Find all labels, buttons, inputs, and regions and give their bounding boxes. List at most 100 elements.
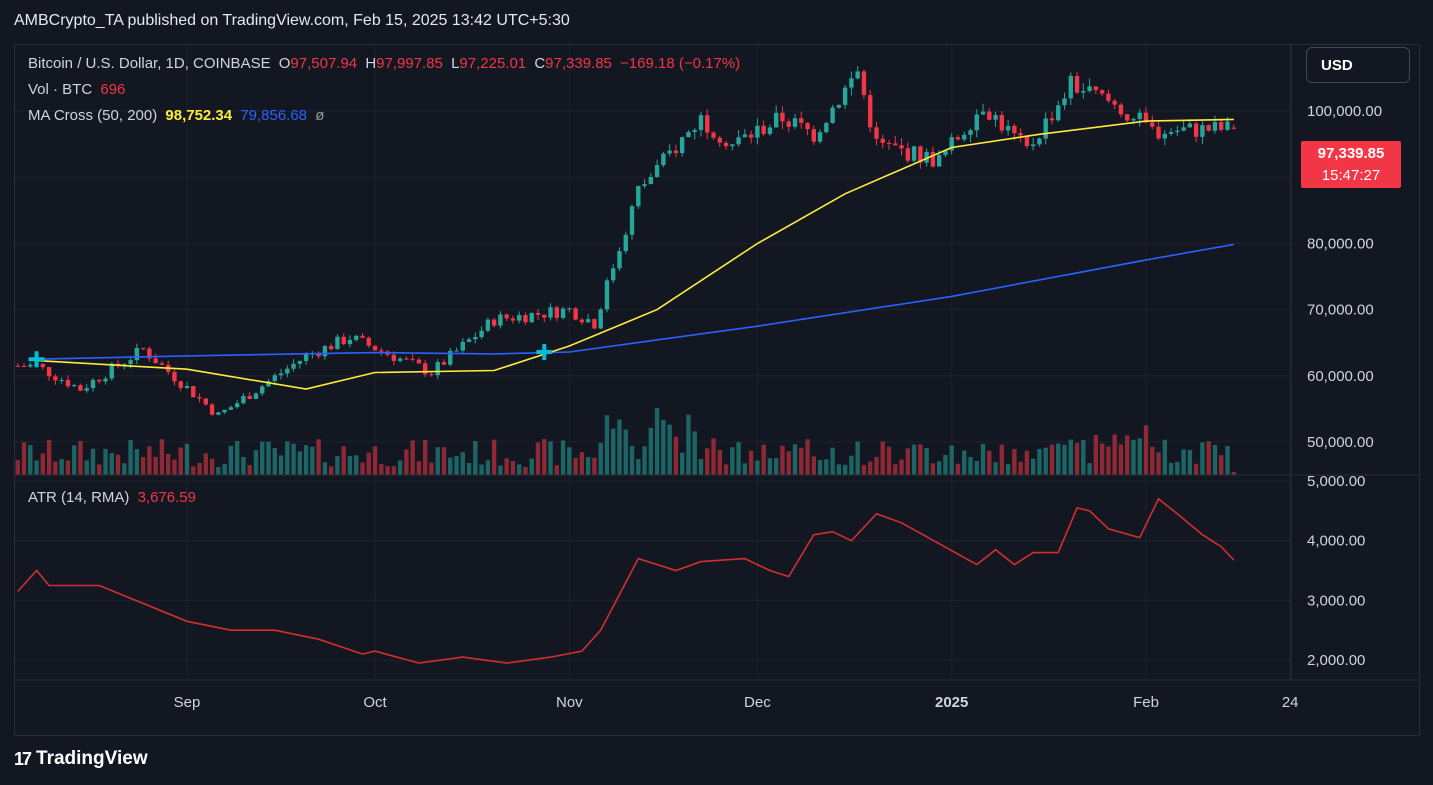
- volume-bar: [924, 448, 929, 475]
- candle-body: [222, 409, 227, 413]
- volume-bar: [197, 462, 202, 475]
- volume-bar: [222, 463, 227, 475]
- volume-bar: [723, 464, 729, 475]
- candle-body: [548, 307, 553, 318]
- candle-body: [59, 380, 64, 382]
- price-axis-tick: 80,000.00: [1307, 235, 1374, 252]
- candle-body: [347, 339, 353, 345]
- legend-close-label: C: [534, 55, 546, 72]
- volume-bar: [253, 450, 259, 475]
- volume-bar: [128, 439, 133, 475]
- candle-body: [761, 125, 766, 134]
- volume-bar: [191, 466, 196, 475]
- candle-body: [673, 150, 679, 154]
- candle-body: [535, 312, 541, 315]
- candle-body: [999, 114, 1005, 131]
- legend-ma50: 98,752.34: [165, 107, 233, 124]
- chart-canvas[interactable]: 100,000.0090,000.0080,000.0070,000.0060,…: [15, 45, 1419, 735]
- candle-body: [272, 375, 277, 382]
- candle-body: [291, 363, 296, 369]
- candle-body: [1200, 125, 1205, 137]
- volume-bar: [936, 461, 942, 475]
- candle-body: [1081, 90, 1086, 93]
- chart-panel[interactable]: 100,000.0090,000.0080,000.0070,000.0060,…: [14, 44, 1420, 736]
- volume-bar: [140, 456, 146, 475]
- tradingview-logo[interactable]: 17 TradingView: [14, 748, 148, 770]
- candle-body: [1024, 135, 1030, 147]
- candle-body: [830, 107, 835, 123]
- candle-body: [40, 363, 46, 368]
- volume-bar: [667, 424, 672, 475]
- volume-bar: [429, 462, 434, 475]
- atr-axis-tick: 3,000.00: [1307, 592, 1365, 609]
- legend-high-label: H: [365, 55, 377, 72]
- volume-bar: [1005, 464, 1011, 475]
- volume-bar: [1181, 449, 1186, 475]
- candle-body: [322, 345, 328, 357]
- candle-body: [53, 376, 58, 381]
- atr-axis-tick: 5,000.00: [1307, 473, 1365, 490]
- candle-body: [435, 362, 440, 376]
- volume-bar: [491, 439, 497, 475]
- candle-body: [905, 148, 911, 161]
- volume-bar: [422, 439, 428, 475]
- volume-bar: [297, 451, 303, 475]
- legend-close: 97,339.85: [545, 55, 612, 72]
- legend-atr: ATR (14, RMA) 3,676.59: [28, 489, 200, 506]
- volume-bar: [1156, 452, 1161, 475]
- volume-bar: [535, 442, 541, 475]
- candle-body: [128, 360, 133, 365]
- candle-body: [748, 134, 754, 138]
- candle-body: [266, 381, 271, 387]
- candle-body: [1212, 122, 1218, 131]
- volume-bar: [260, 441, 265, 475]
- volume-bar: [585, 457, 591, 475]
- candle-body: [71, 385, 77, 387]
- volume-bar: [799, 447, 804, 475]
- candle-body: [1106, 93, 1111, 101]
- volume-bar: [623, 429, 628, 475]
- candle-body: [542, 314, 547, 318]
- candle-body: [454, 350, 459, 352]
- volume-bar: [968, 457, 973, 475]
- atr-line: [17, 497, 1235, 664]
- candle-body: [153, 358, 158, 364]
- volume-bar: [911, 444, 917, 475]
- volume-bar: [203, 453, 208, 475]
- candle-body: [197, 397, 202, 399]
- candle-body: [629, 206, 635, 235]
- volume-bar: [648, 427, 654, 475]
- volume-bar: [930, 463, 936, 475]
- volume-bar: [1137, 438, 1142, 475]
- legend-open: 97,507.94: [290, 55, 358, 72]
- candle-body: [886, 142, 892, 144]
- candle-body: [742, 134, 748, 138]
- volume-bar: [999, 444, 1005, 475]
- cross-icon: [28, 351, 45, 368]
- candle-body: [1219, 122, 1224, 130]
- volume-bar: [679, 452, 685, 475]
- candle-body: [1187, 123, 1193, 128]
- price-axis-tick: 50,000.00: [1307, 434, 1374, 451]
- volume-bar: [529, 458, 534, 475]
- candle-body: [711, 132, 716, 138]
- candle-body: [604, 280, 610, 310]
- volume-bar: [65, 460, 71, 475]
- currency-button[interactable]: USD: [1306, 47, 1410, 83]
- volume-bar: [441, 447, 447, 475]
- candle-body: [460, 341, 465, 351]
- candle-body: [1043, 118, 1048, 139]
- volume-bar: [410, 440, 415, 475]
- time-axis-tick: 24: [1282, 694, 1299, 711]
- price-axis-tick: 70,000.00: [1307, 302, 1374, 319]
- volume-bar: [134, 449, 140, 475]
- legend-vol-label: Vol · BTC: [28, 81, 93, 98]
- volume-bar: [836, 464, 842, 475]
- volume-bar: [278, 455, 284, 475]
- candle-body: [1099, 90, 1105, 94]
- candle-body: [861, 71, 867, 96]
- volume-bar: [943, 454, 948, 475]
- candle-body: [817, 132, 823, 142]
- volume-bar: [654, 408, 660, 475]
- candle-body: [466, 339, 472, 342]
